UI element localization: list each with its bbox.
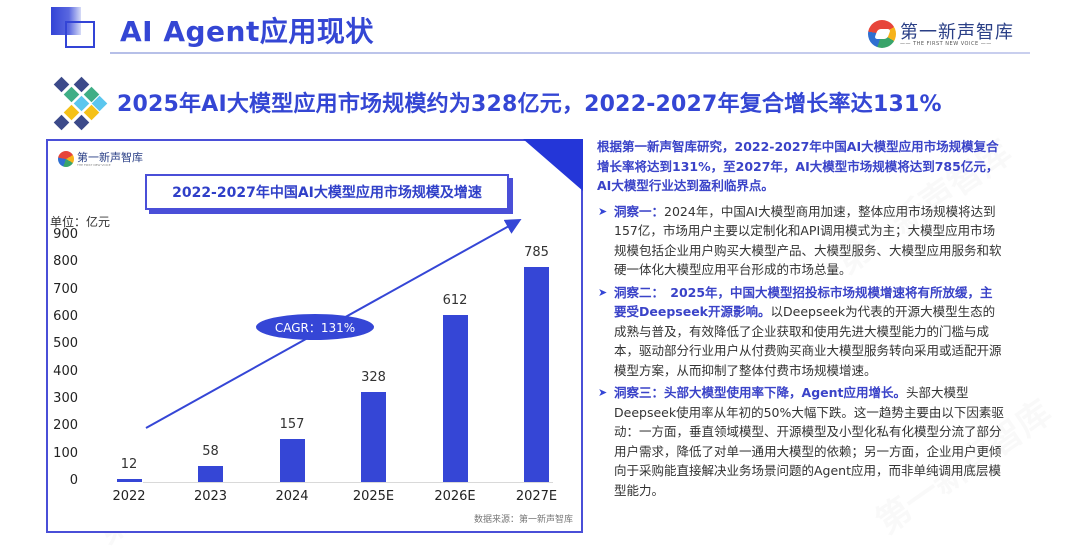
chart-brand-name: 第一新声智库 [77, 151, 143, 164]
data-source: 数据来源：第一新声智库 [473, 515, 573, 525]
y-tick-label: 500 [53, 336, 78, 352]
y-axis-unit: 单位：亿元 [50, 215, 111, 229]
bullet-arrow-icon: ➤ [598, 204, 608, 218]
cagr-annotation: CAGR：131% [256, 314, 374, 340]
bar [524, 267, 549, 482]
insight-label: 洞察二： [614, 284, 658, 300]
x-tick-label: 2023 [193, 489, 228, 504]
y-tick-label: 200 [53, 418, 78, 434]
bar-value-label: 612 [442, 292, 468, 308]
insight-item: ➤ 洞察二： 2025年，中国大模型招投标市场规模增速将有所放缓，主要受Deep… [597, 283, 1005, 381]
insight-item: ➤ 洞察三：头部大模型使用率下降，Agent应用增长。头部大模型Deepseek… [597, 383, 1005, 500]
brand-globe-icon [868, 20, 896, 48]
y-tick-label: 400 [53, 363, 78, 379]
insight-highlight: 头部大模型使用率下降，Agent应用增长。 [664, 385, 906, 400]
insight-label: 洞察一： [614, 203, 665, 219]
diamond-pattern-icon [50, 76, 108, 131]
insight-body: 头部大模型Deepseek使用率从年初的50%大幅下跌。这一趋势主要由以下因素驱… [614, 385, 1004, 498]
x-axis-line [143, 482, 553, 483]
y-tick-label: 300 [53, 391, 78, 406]
bar [198, 466, 223, 482]
bullet-arrow-icon: ➤ [598, 386, 608, 399]
insight-body: 以Deepseek为代表的开源大模型生态的成熟与普及，有效降低了企业获取和使用先… [614, 304, 1002, 378]
brand-logo: 第一新声智库 —— THE FIRST NEW VOICE —— [868, 18, 1028, 50]
y-tick-label: 0 [69, 473, 78, 488]
insight-label: 洞察三： [614, 385, 665, 400]
section-subtitle: 2025年AI大模型应用市场规模约为328亿元，2022-2027年复合增长率达… [117, 92, 942, 117]
x-tick-label: 2025E [352, 489, 395, 504]
brand-globe-icon [58, 151, 74, 167]
x-tick-label: 2022 [112, 489, 146, 504]
insight-highlight: 2025年，中国大模型招投标市场规模增速将有所放缓，主要受Deepseek开源影… [614, 284, 993, 320]
x-tick-label: 2026E [434, 489, 476, 504]
bar [361, 392, 386, 482]
lead-paragraph: 根据第一新声智库研究，2022-2027年中国AI大模型应用市场规模复合增长率将… [597, 139, 999, 193]
brand-name: 第一新声智库 [900, 22, 1014, 43]
bar [279, 439, 305, 482]
insights-column: 根据第一新声智库研究，2022-2027年中国AI大模型应用市场规模复合增长率将… [597, 137, 1005, 503]
y-tick-label: 900 [53, 227, 78, 242]
header-decoration-icon [51, 7, 96, 49]
chart-panel: 第一新声智库 THE FIRST NEW VOICE 2022-2027年中国A… [46, 139, 583, 533]
page-title: AI Agent应用现状 [120, 15, 374, 48]
insight-body: 2024年，中国AI大模型商用加速，整体应用市场规模将达到157亿，市场用户主要… [614, 203, 1002, 278]
bar-value-label: 785 [524, 245, 549, 261]
y-tick-label: 100 [53, 445, 78, 461]
bar-value-label: 328 [361, 370, 386, 386]
chart-brand-tagline: THE FIRST NEW VOICE [77, 163, 111, 167]
bar-value-label: 58 [202, 444, 219, 460]
chart-title-box: 2022-2027年中国AI大模型应用市场规模及增速 [145, 174, 509, 210]
brand-tagline: —— THE FIRST NEW VOICE —— [900, 41, 992, 47]
y-tick-label: 700 [53, 281, 78, 297]
chart-title: 2022-2027年中国AI大模型应用市场规模及增速 [172, 185, 482, 201]
bar-value-label: 157 [279, 417, 305, 433]
y-tick-label: 600 [53, 309, 78, 324]
insight-item: ➤ 洞察一：2024年，中国AI大模型商用加速，整体应用市场规模将达到157亿，… [597, 202, 1005, 280]
y-tick-label: 800 [53, 254, 78, 270]
corner-accent [523, 139, 583, 191]
bullet-arrow-icon: ➤ [598, 285, 608, 299]
bar [442, 314, 468, 482]
x-tick-label: 2024 [275, 489, 309, 504]
x-tick-label: 2027E [515, 489, 558, 504]
bar [116, 478, 142, 482]
header-divider [110, 52, 1030, 54]
bar-value-label: 12 [120, 456, 138, 472]
